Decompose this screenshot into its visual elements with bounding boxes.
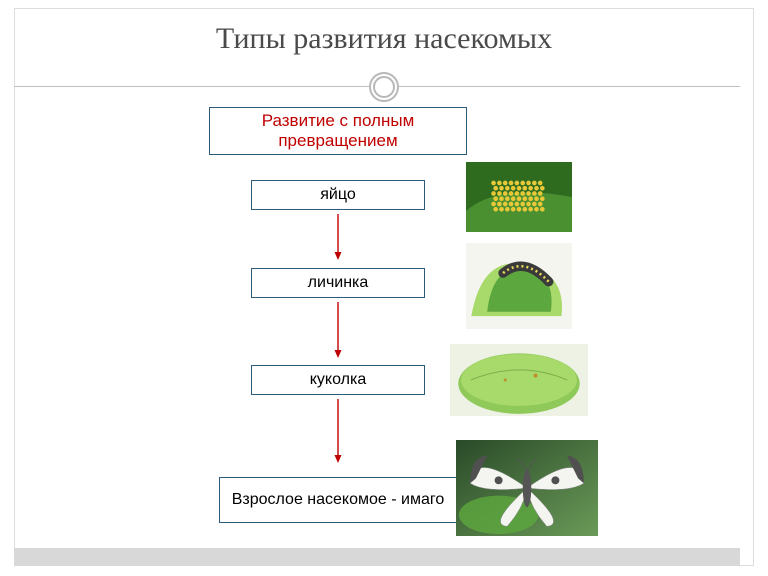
flow-arrow: [333, 302, 334, 358]
final-stage-label: Взрослое насекомое - имаго: [232, 490, 445, 509]
caterpillar-thumbnail: [466, 243, 572, 329]
butterfly-thumbnail: [456, 440, 598, 536]
ring-ornament: [369, 72, 399, 102]
eggs-thumbnail: [466, 162, 572, 232]
footer-bar: [14, 548, 740, 566]
stage-box: личинка: [251, 268, 425, 298]
header-box-text: Развитие с полным превращением: [210, 111, 466, 152]
page-title: Типы развития насекомых: [0, 22, 768, 56]
pupa-thumbnail: [450, 344, 588, 416]
header-box: Развитие с полным превращением: [209, 107, 467, 155]
stage-label: яйцо: [320, 185, 355, 204]
flow-arrow: [333, 214, 334, 260]
stage-label: личинка: [308, 273, 369, 292]
stage-box: яйцо: [251, 180, 425, 210]
stage-box: куколка: [251, 365, 425, 395]
flow-arrow: [333, 399, 334, 463]
stage-label: куколка: [310, 370, 367, 389]
final-stage-box: Взрослое насекомое - имаго: [219, 477, 457, 523]
